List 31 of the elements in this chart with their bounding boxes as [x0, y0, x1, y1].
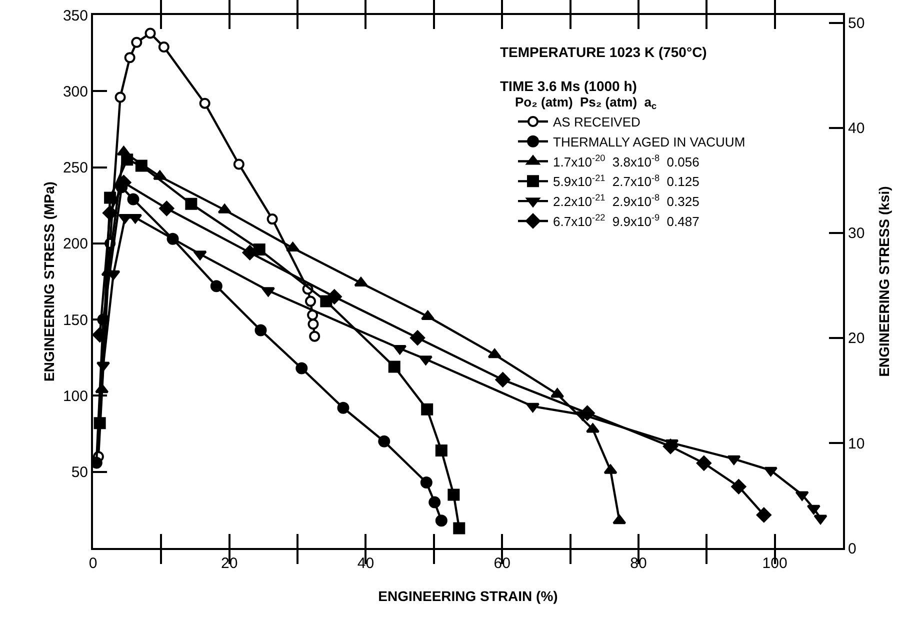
- y2-tick-label: 0: [848, 540, 856, 558]
- legend-title: Po₂ (atm) Ps₂ (atm) a$_{c}$: [515, 94, 657, 112]
- y2-tick-label: 50: [848, 15, 865, 32]
- x-tick-label: 60: [494, 555, 510, 572]
- y2-tick-label: 20: [848, 330, 865, 348]
- x-tick-label: 20: [221, 555, 238, 572]
- y2-tick-label: 40: [848, 120, 865, 138]
- x-tick-label: 100: [762, 555, 788, 572]
- legend-label: AS RECEIVED: [553, 114, 640, 130]
- y-tick-label: 300: [62, 83, 88, 100]
- annotation: TEMPERATURE 1023 K (750°C): [500, 44, 707, 60]
- y2-tick-label: 10: [848, 435, 865, 452]
- legend-label: 2.2x10$^{-21}$ 2.9x10$^{-8}$ 0.325: [553, 192, 700, 210]
- legend-label: 6.7x10$^{-22}$ 9.9x10$^{-9}$ 0.487: [553, 212, 700, 230]
- y2-tick-label: 30: [848, 225, 865, 242]
- y-tick-label: 250: [62, 160, 88, 177]
- x-tick-label: 40: [357, 555, 374, 572]
- x-axis-title: ENGINEERING STRAIN (%): [378, 588, 558, 604]
- y-tick-label: 200: [62, 236, 88, 253]
- legend-label: 5.9x10$^{-21}$ 2.7x10$^{-8}$ 0.125: [553, 172, 700, 190]
- y-tick-label: 150: [62, 312, 88, 329]
- legend-label: 1.7x10$^{-20}$ 3.8x10$^{-8}$ 0.056: [553, 152, 700, 170]
- y-axis-title: ENGINEERING STRESS (MPa): [41, 182, 57, 382]
- y-tick-label: 100: [62, 388, 88, 405]
- annotation: TIME 3.6 Ms (1000 h): [500, 78, 637, 94]
- y-tick-label: 50: [71, 464, 88, 482]
- y2-axis-title: ENGINEERING STRESS (ksi): [876, 186, 892, 377]
- x-tick-label: 0: [88, 555, 98, 572]
- y-tick-label: 350: [62, 7, 88, 24]
- x-tick-label: 80: [630, 555, 647, 572]
- legend-label: THERMALLY AGED IN VACUUM: [553, 134, 746, 150]
